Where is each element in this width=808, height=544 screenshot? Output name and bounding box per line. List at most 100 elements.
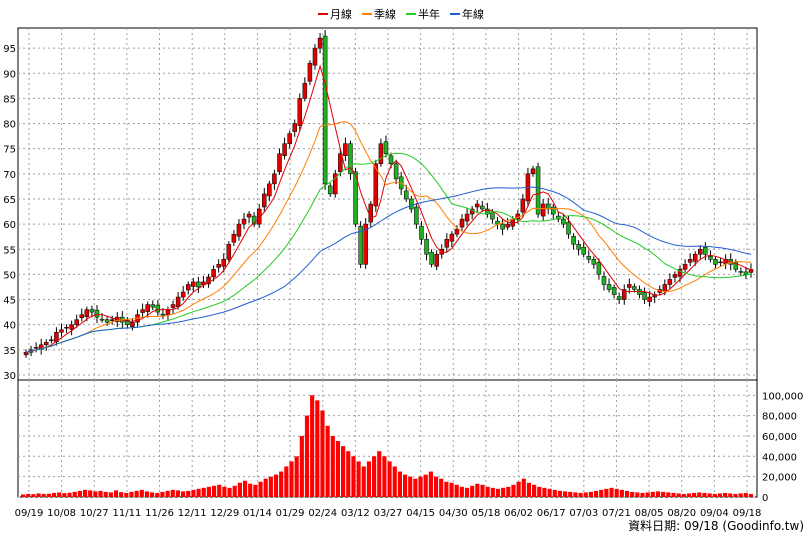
volume-bar — [387, 461, 392, 497]
volume-bar — [676, 493, 681, 497]
candle-body — [231, 233, 237, 243]
volume-tick-label: 100,000 — [762, 391, 803, 402]
volume-bar — [279, 471, 284, 497]
volume-bar — [630, 491, 635, 497]
candle-body — [738, 271, 744, 273]
candle-body — [44, 342, 49, 346]
candle-body — [140, 309, 145, 313]
price-tick-label: 45 — [3, 296, 16, 307]
candle-body — [307, 62, 313, 82]
volume-bar — [578, 492, 583, 497]
volume-bar — [284, 466, 289, 497]
volume-bar — [361, 466, 366, 497]
volume-bar — [36, 493, 41, 497]
volume-bar — [217, 484, 222, 497]
candle-body — [622, 289, 627, 300]
candle-body — [297, 98, 303, 126]
candle-body — [733, 262, 739, 270]
candle-body — [591, 259, 597, 265]
candle-body — [414, 206, 419, 225]
volume-bar — [490, 487, 495, 497]
candle-body — [586, 256, 592, 260]
volume-bar — [273, 474, 279, 497]
ma-line-1 — [25, 64, 752, 353]
data-source: (Goodinfo.tw) — [722, 519, 804, 533]
volume-bar — [289, 461, 294, 497]
candle-body — [363, 223, 368, 265]
x-tick-label: 11/11 — [112, 508, 141, 519]
volume-bar — [459, 486, 464, 497]
candle-body — [150, 304, 155, 308]
price-tick-label: 95 — [3, 44, 16, 55]
candle-body — [89, 309, 95, 313]
footer-note: 資料日期: 09/18 (Goodinfo.tw) — [628, 517, 804, 534]
candle-body — [520, 198, 526, 213]
candle-body — [743, 271, 749, 275]
volume-bar — [635, 492, 640, 497]
price-tick-label: 55 — [3, 245, 16, 256]
volume-bar — [139, 489, 144, 497]
candle-body — [551, 206, 556, 215]
candle-body — [175, 296, 181, 307]
candle-body — [226, 243, 232, 260]
volume-bar — [599, 489, 604, 497]
volume-bar — [253, 484, 258, 497]
candle-body — [698, 249, 703, 255]
x-tick-label: 06/17 — [537, 508, 566, 519]
candle-body — [277, 153, 282, 173]
volume-bar — [263, 478, 268, 497]
volume-bar — [526, 482, 532, 497]
candle-body — [647, 296, 652, 302]
x-tick-label: 09/19 — [15, 508, 44, 519]
candle-body — [424, 238, 429, 255]
volume-bar — [103, 491, 108, 497]
volume-bar — [433, 476, 439, 497]
candle-body — [627, 284, 632, 288]
candle-body — [692, 254, 698, 262]
candle-body — [393, 163, 399, 180]
legend-label: 年線 — [462, 7, 484, 21]
candle-body — [272, 173, 277, 185]
volume-bar — [568, 491, 573, 497]
volume-bar — [144, 491, 150, 497]
candle-body — [434, 254, 439, 267]
volume-bar — [67, 492, 72, 497]
volume-bar — [686, 493, 692, 497]
volume-bar — [506, 486, 511, 497]
volume-bar — [748, 493, 753, 497]
volume-bar — [346, 451, 351, 497]
candle-body — [611, 287, 617, 295]
volume-tick-label: 0 — [762, 493, 768, 504]
candle-body — [449, 233, 455, 242]
volume-bar — [51, 492, 57, 497]
volume-bar — [150, 492, 155, 497]
x-tick-label: 08/20 — [667, 508, 696, 519]
volume-bar — [330, 435, 335, 497]
candle-body — [256, 208, 262, 225]
candle-body — [606, 284, 612, 290]
candle-body — [94, 309, 100, 318]
candle-body — [322, 35, 328, 185]
x-tick-label: 10/08 — [47, 508, 76, 519]
volume-bar — [294, 456, 299, 497]
candle-body — [59, 329, 64, 333]
candle-body — [251, 215, 257, 225]
candle-body — [662, 284, 668, 292]
volume-tick-label: 60,000 — [762, 432, 797, 443]
volume-bar — [609, 487, 614, 497]
volume-bar — [692, 492, 697, 497]
candle-body — [84, 309, 90, 317]
volume-tick-label: 40,000 — [762, 452, 797, 463]
x-tick-label: 01/29 — [276, 508, 305, 519]
candle-body — [185, 284, 191, 291]
candle-body — [196, 281, 201, 288]
volume-bar — [232, 485, 237, 497]
volume-bar — [186, 490, 191, 497]
x-tick-label: 09/04 — [700, 508, 729, 519]
volume-bar — [21, 494, 26, 497]
candle-body — [125, 319, 130, 325]
volume-bar — [237, 482, 242, 497]
x-tick-label: 02/24 — [308, 508, 337, 519]
candle-body — [581, 246, 586, 255]
volume-bar — [485, 486, 490, 497]
